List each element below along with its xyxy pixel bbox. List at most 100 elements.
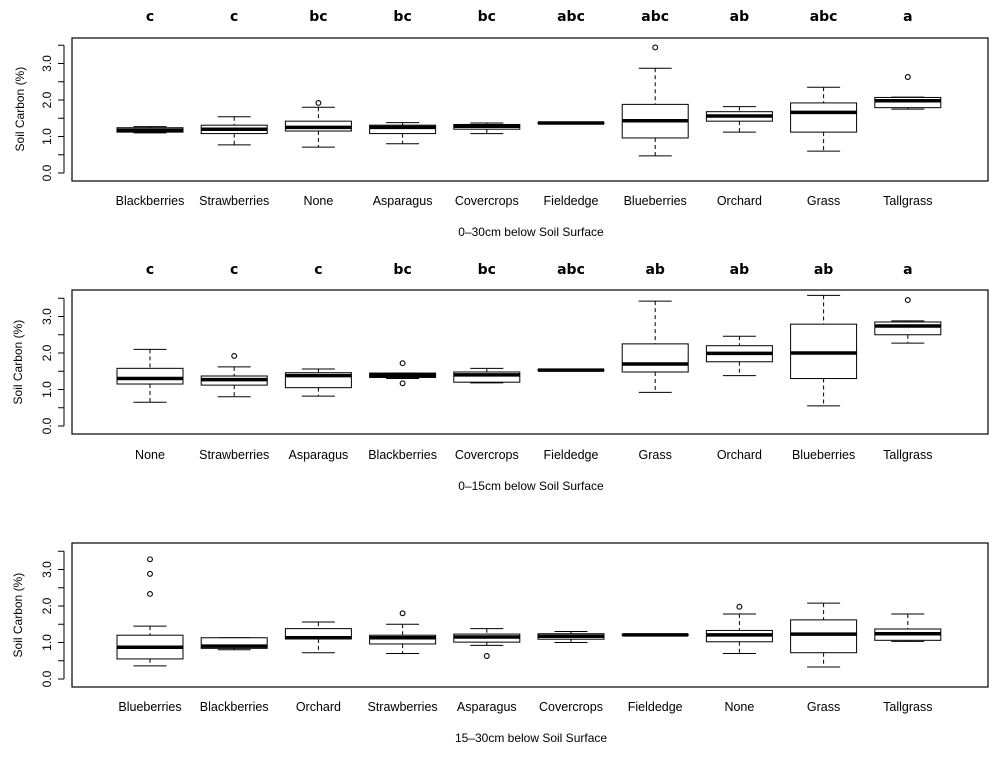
category-label: Fieldedge [544, 448, 599, 462]
significance-letter: ab [645, 262, 664, 278]
category-label: Covercrops [455, 448, 519, 462]
outlier-point [399, 360, 406, 367]
box-covercrops [453, 122, 521, 135]
box-blackberries [116, 126, 184, 134]
y-tick-label: 0.0 [40, 417, 54, 434]
box-covercrops [537, 631, 605, 643]
category-label: Asparagus [373, 194, 433, 208]
box-blueberries [116, 556, 184, 667]
y-axis-title: Soil Carbon (%) [13, 67, 27, 152]
category-label: Tallgrass [883, 448, 932, 462]
box-strawberries [200, 116, 268, 146]
category-label: Grass [807, 700, 840, 714]
y-tick-label: 3.0 [40, 55, 54, 72]
category-label: Covercrops [455, 194, 519, 208]
outlier-point [904, 74, 911, 80]
box-fieldedge [621, 633, 689, 637]
box-orchard [284, 621, 352, 654]
boxplot-panel-2: 0.0 1.0 2.0 3.0 Soil Carbon (%) None c Strawber… [11, 262, 989, 493]
y-axis-title: Soil Carbon (%) [11, 320, 25, 405]
box-orchard [705, 335, 773, 377]
box-asparagus [284, 368, 352, 397]
significance-letter: ab [730, 262, 749, 278]
significance-letter: bc [309, 9, 327, 25]
category-label: Blueberries [118, 700, 181, 714]
box-none [705, 603, 773, 654]
y-tick-label: 3.0 [40, 561, 54, 578]
category-label: Strawberries [368, 700, 438, 714]
category-label: Blueberries [792, 448, 855, 462]
boxplot-panel-1: 0.0 1.0 2.0 3.0 Soil Carbon (%) Blackberries c… [13, 9, 989, 239]
outlier-point [147, 556, 153, 563]
box-fieldedge [537, 121, 605, 125]
y-tick-label: 1.0 [40, 128, 54, 145]
box-iqr [790, 619, 858, 654]
category-label: Grass [807, 194, 840, 208]
significance-letter: c [146, 9, 154, 25]
category-label: Blackberries [200, 700, 269, 714]
category-label: Tallgrass [883, 700, 932, 714]
significance-letter: ab [730, 9, 749, 25]
outlier-point [904, 297, 911, 304]
box-iqr [369, 634, 437, 645]
x-axis-title: 15–30cm below Soil Surface [455, 731, 607, 745]
x-axis-title: 0–30cm below Soil Surface [458, 225, 604, 239]
plot-frame [71, 542, 989, 688]
box-tallgrass [874, 297, 942, 344]
outlier-point [736, 603, 743, 610]
significance-letter: c [230, 262, 238, 278]
box-iqr [874, 321, 942, 336]
box-blueberries [621, 44, 689, 157]
significance-letter: abc [810, 9, 838, 25]
category-label: None [303, 194, 333, 208]
significance-letter: bc [393, 9, 411, 25]
significance-letter: abc [557, 262, 585, 278]
box-iqr [621, 343, 689, 373]
category-label: Grass [639, 448, 672, 462]
significance-letter: c [314, 262, 322, 278]
y-tick-label: 2.0 [40, 91, 54, 108]
category-label: Asparagus [457, 700, 517, 714]
significance-letter: abc [641, 9, 669, 25]
outlier-point [147, 591, 153, 597]
box-grass [621, 300, 689, 393]
box-orchard [705, 106, 773, 133]
category-label: None [135, 448, 165, 462]
outlier-point [399, 610, 406, 617]
box-blackberries [200, 637, 268, 651]
outlier-point [399, 380, 406, 387]
significance-letter: a [903, 9, 912, 25]
outlier-point [483, 653, 490, 659]
box-strawberries [369, 610, 437, 654]
y-tick-label: 1.0 [40, 634, 54, 651]
box-blueberries [790, 294, 858, 407]
box-none [284, 99, 352, 148]
category-label: Strawberries [199, 194, 269, 208]
category-label: Asparagus [289, 448, 349, 462]
category-label: Fieldedge [544, 194, 599, 208]
box-iqr [790, 102, 858, 133]
significance-letter: a [903, 262, 912, 278]
plot-frame [71, 289, 989, 435]
box-tallgrass [874, 613, 942, 642]
box-tallgrass [874, 74, 942, 110]
category-label: Orchard [296, 700, 341, 714]
significance-letter: ab [814, 262, 833, 278]
category-label: Orchard [717, 194, 762, 208]
plot-frame [71, 37, 989, 182]
box-blackberries [369, 360, 437, 387]
category-label: None [724, 700, 754, 714]
box-fieldedge [537, 368, 605, 372]
significance-letter: abc [557, 9, 585, 25]
box-iqr [116, 367, 184, 385]
box-iqr [874, 96, 942, 109]
category-label: Covercrops [539, 700, 603, 714]
significance-letter: c [230, 9, 238, 25]
y-tick-label: 2.0 [40, 597, 54, 614]
significance-letter: bc [393, 262, 411, 278]
boxplot-panel-3: 0.0 1.0 2.0 3.0 Soil Carbon (%) Blueberries Bl… [11, 542, 989, 745]
category-label: Blackberries [368, 448, 437, 462]
box-asparagus [453, 628, 521, 659]
